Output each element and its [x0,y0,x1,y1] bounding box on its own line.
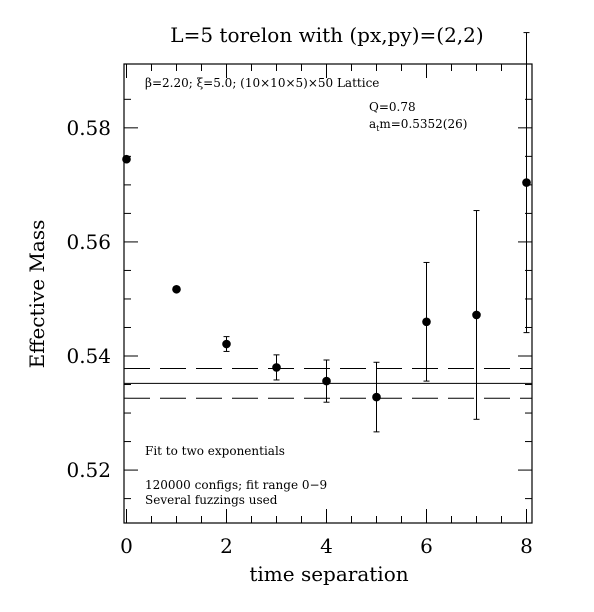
y-tick-labels: 0.52 0.54 0.56 0.58 [66,116,111,482]
x-tick-label: 2 [220,534,233,558]
chart-title: L=5 torelon with (px,py)=(2,2) [170,23,483,47]
y-axis-label: Effective Mass [25,220,49,369]
data-point [472,310,481,320]
x-axis-label: time separation [249,562,408,586]
mass-subscript: t [376,124,380,133]
y-tick-label: 0.58 [66,116,111,140]
x-tick-label: 6 [420,534,433,558]
mass-value: m=0.5352(26) [379,117,467,131]
y-tick-label: 0.52 [66,458,111,482]
data-point [322,376,331,386]
plot-frame [123,63,533,524]
x-tick-label: 4 [320,534,333,558]
annotation-fuzzing: Several fuzzings used [145,493,278,507]
data-point [372,392,381,402]
data-points [122,32,531,433]
data-point [122,154,131,164]
y-tick-label: 0.54 [66,344,111,368]
x-tick-label: 0 [120,534,133,558]
annotation-configs: 120000 configs; fit range 0−9 [145,478,327,492]
data-point [272,363,281,372]
mass-prefix: a [369,117,376,131]
axis-ticks [124,64,532,523]
data-point [522,178,531,187]
data-point [222,339,231,349]
data-point [172,284,181,294]
annotation-mass: atm=0.5352(26) [369,117,467,133]
y-tick-label: 0.56 [66,230,111,254]
data-point [422,317,431,327]
annotation-lattice: β=2.20; ξ=5.0; (10×10×5)×50 Lattice [145,76,379,90]
x-tick-label: 8 [520,534,533,558]
annotation-q: Q=0.78 [369,100,416,114]
annotation-fit-type: Fit to two exponentials [145,444,285,458]
x-tick-labels: 0 2 4 6 8 [120,534,533,558]
